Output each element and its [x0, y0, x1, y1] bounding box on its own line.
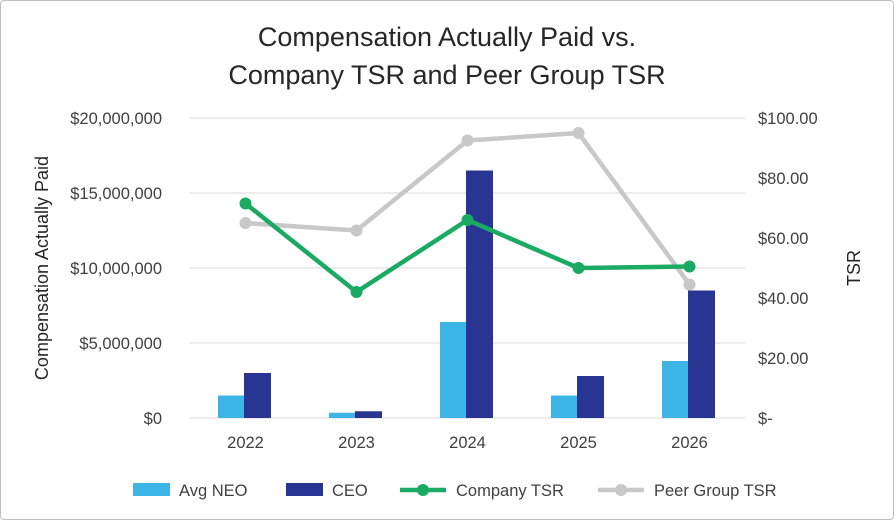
- legend-swatch-ceo: [286, 483, 323, 496]
- legend-label-ceo: CEO: [332, 482, 368, 500]
- lines: [239, 127, 696, 298]
- legend-label-avg-neo: Avg NEO: [179, 482, 248, 500]
- bar-avg-neo: [551, 395, 578, 418]
- y2-tick-label: $40.00: [758, 290, 808, 308]
- point-company-tsr: [461, 214, 474, 226]
- x-tick-label: 2022: [227, 434, 264, 452]
- bar-ceo: [688, 290, 715, 418]
- point-company-tsr: [239, 197, 252, 210]
- chart-title: Compensation Actually Paid vs. Company T…: [0, 18, 894, 94]
- point-company-tsr: [572, 262, 585, 274]
- point-company-tsr: [350, 286, 363, 298]
- legend-swatch-avg-neo: [133, 483, 170, 496]
- x-tick-label: 2023: [338, 434, 375, 452]
- point-peer-group-tsr: [350, 224, 363, 237]
- y2-tick-label: $80.00: [758, 170, 808, 188]
- y2-tick-label: $60.00: [758, 230, 808, 248]
- y-tick-label: $20,000,000: [70, 110, 162, 128]
- bar-avg-neo: [329, 412, 356, 418]
- legend: Avg NEO CEO Company TSR Peer Group TSR: [133, 482, 777, 500]
- point-peer-group-tsr: [683, 278, 696, 291]
- bar-avg-neo: [662, 361, 689, 418]
- y2-axis-label: TSR: [844, 250, 864, 286]
- bar-avg-neo: [218, 395, 245, 418]
- y-tick-label: $15,000,000: [70, 185, 162, 203]
- y-tick-label: $10,000,000: [70, 260, 162, 278]
- bar-ceo: [244, 373, 271, 418]
- x-tick-label: 2025: [560, 434, 597, 452]
- y2-tick-label: $20.00: [758, 350, 808, 368]
- point-company-tsr: [683, 260, 696, 273]
- chart-title-line-2: Company TSR and Peer Group TSR: [228, 60, 666, 90]
- point-peer-group-tsr: [461, 134, 474, 147]
- legend-label-peer-group-tsr: Peer Group TSR: [654, 482, 777, 500]
- bars: [218, 170, 715, 418]
- y-tick-label: $5,000,000: [79, 335, 162, 353]
- bar-ceo: [355, 411, 382, 418]
- y-axis-label: Compensation Actually Paid: [32, 156, 52, 380]
- bar-ceo: [577, 376, 604, 418]
- legend-marker-company-tsr: [417, 484, 429, 496]
- point-peer-group-tsr: [572, 127, 585, 139]
- x-tick-label: 2024: [449, 434, 486, 452]
- chart-title-line-1: Compensation Actually Paid vs.: [257, 22, 637, 52]
- bar-ceo: [466, 170, 493, 418]
- axes: $0 $5,000,000 $10,000,000 $15,000,000 $20,00…: [32, 110, 864, 452]
- bar-avg-neo: [440, 322, 467, 418]
- legend-label-company-tsr: Company TSR: [456, 482, 564, 500]
- legend-marker-peer-group-tsr: [615, 484, 627, 496]
- x-tick-label: 2026: [671, 434, 708, 452]
- y-tick-label: $0: [144, 410, 162, 428]
- point-peer-group-tsr: [239, 217, 252, 229]
- y2-tick-label: $100.00: [758, 110, 818, 128]
- y2-tick-label: $-: [758, 410, 773, 428]
